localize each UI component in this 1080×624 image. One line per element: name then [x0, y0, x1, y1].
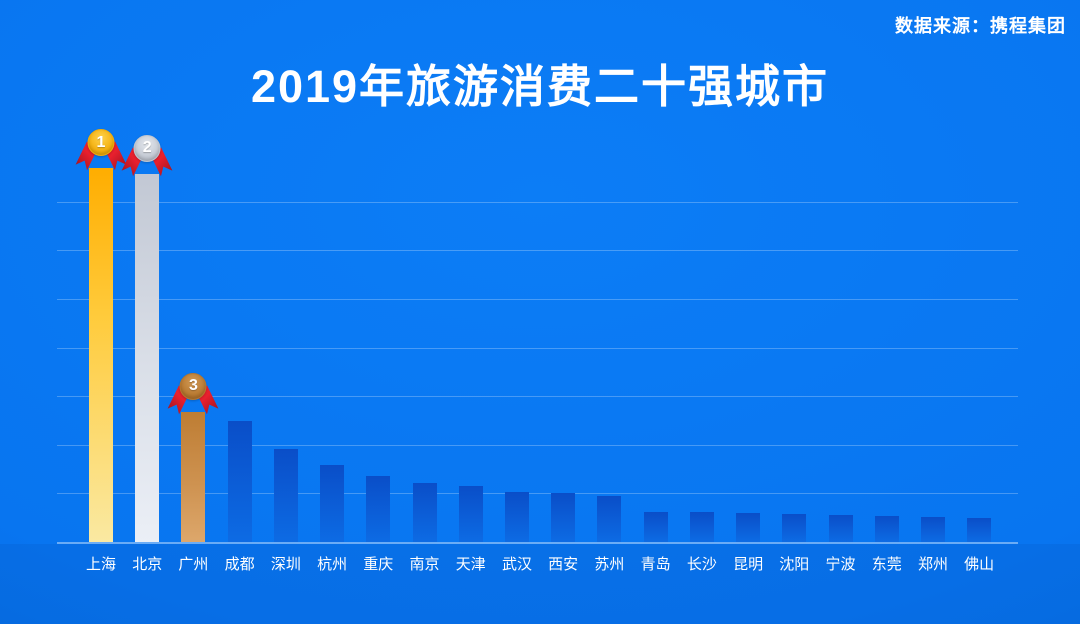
bar-rank-13	[643, 512, 668, 542]
bar-rank-11	[551, 493, 576, 542]
page-title: 2019年旅游消费二十强城市	[250, 61, 830, 112]
bar-rank-12	[597, 495, 622, 542]
x-axis-label-rank-1: 上海	[85, 556, 116, 573]
bar-rank-20	[967, 518, 992, 542]
gridline	[57, 250, 1018, 252]
x-axis-label-rank-19: 郑州	[917, 556, 948, 573]
bar-rank-15	[736, 512, 761, 542]
x-axis-label-rank-5: 深圳	[270, 556, 301, 573]
x-axis-label-rank-13: 青岛	[640, 556, 671, 573]
bar-rank-14	[689, 512, 714, 542]
x-axis-label-rank-6: 杭州	[317, 556, 348, 573]
medal-silver-icon: 2	[125, 134, 169, 183]
x-axis-label-rank-2: 北京	[132, 556, 163, 573]
x-axis-label-rank-7: 重庆	[363, 556, 394, 573]
x-axis-label-rank-18: 东莞	[871, 556, 902, 573]
x-axis-label-rank-17: 宁波	[825, 556, 856, 573]
x-axis-label-rank-9: 天津	[455, 556, 486, 573]
bar-rank-6	[320, 464, 345, 542]
bar-rank-2	[135, 173, 160, 542]
gridline	[57, 493, 1018, 495]
bar-rank-9	[458, 485, 483, 542]
below-axis-area	[0, 544, 1080, 624]
bar-rank-3	[181, 411, 206, 542]
bar-rank-10	[504, 491, 529, 542]
x-axis-line	[57, 542, 1018, 544]
bar-rank-1	[89, 168, 113, 542]
medal-rank-number: 1	[87, 129, 115, 156]
bar-rank-19	[920, 516, 945, 542]
bar-rank-7	[366, 476, 391, 542]
x-axis-label-rank-15: 昆明	[733, 556, 764, 573]
x-axis-label-rank-8: 南京	[409, 556, 440, 573]
x-axis-label-rank-3: 广州	[178, 556, 209, 573]
gridline	[57, 299, 1018, 300]
bar-rank-16	[782, 513, 807, 542]
gridline	[57, 444, 1018, 446]
data-source-label: 数据来源：携程集团	[895, 16, 1066, 36]
medal-bronze-icon: 3	[171, 372, 215, 421]
x-axis-label-rank-12: 苏州	[594, 556, 625, 573]
x-axis-label-rank-20: 佛山	[964, 556, 995, 573]
medal-rank-number: 3	[179, 372, 207, 400]
gridline	[57, 201, 1018, 203]
x-axis-label-rank-16: 沈阳	[779, 556, 810, 573]
gridline	[57, 347, 1018, 349]
bar-rank-17	[828, 515, 853, 542]
medal-rank-number: 2	[133, 134, 161, 162]
x-axis-label-rank-11: 西安	[548, 556, 579, 573]
x-axis-label-rank-10: 武汉	[501, 556, 532, 573]
bar-rank-8	[412, 482, 437, 542]
bar-rank-5	[273, 448, 298, 542]
x-axis-label-rank-14: 长沙	[686, 556, 717, 573]
medal-gold-icon: 1	[79, 129, 123, 177]
bar-rank-4	[227, 420, 252, 542]
x-axis-label-rank-4: 成都	[224, 556, 255, 573]
gridline	[57, 396, 1018, 398]
bar-rank-18	[874, 515, 899, 542]
